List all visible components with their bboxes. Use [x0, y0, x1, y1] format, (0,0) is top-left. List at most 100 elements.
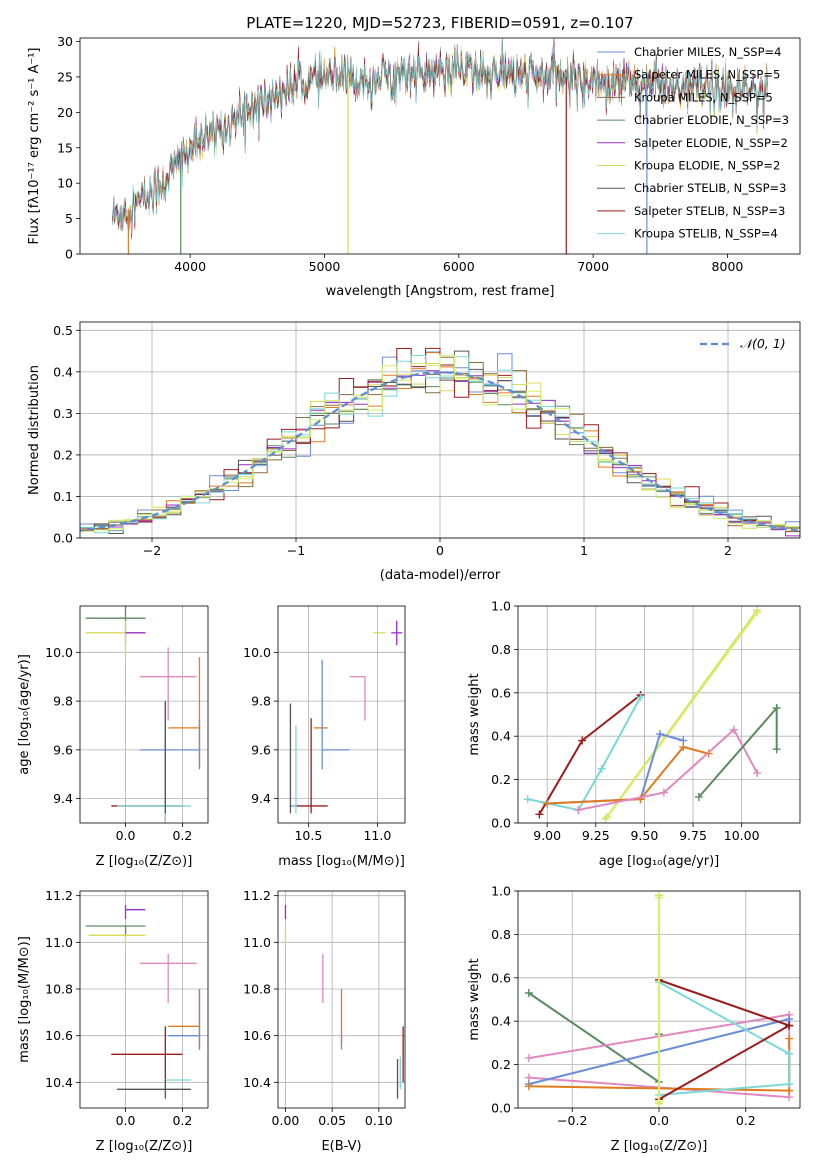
y-tick-label: 11.2 — [243, 888, 271, 903]
data-point — [111, 1026, 183, 1083]
x-tick-label: 10.5 — [294, 828, 322, 843]
weight-marker — [535, 810, 544, 819]
y-tick-label: 10 — [57, 176, 73, 191]
weight-series-5 — [658, 979, 792, 1101]
weight-marker — [574, 805, 583, 814]
y-tick-label: 9.6 — [53, 742, 73, 757]
y-axis-label: mass [log₁₀(M/M⊙)] — [17, 936, 32, 1063]
y-tick-label: 0.0 — [491, 1101, 511, 1116]
weight-marker — [655, 1097, 663, 1106]
weight-marker — [524, 1082, 533, 1091]
data-point — [139, 720, 201, 770]
y-tick-label: 0.6 — [491, 685, 511, 700]
lines-weight_vs_Z — [524, 891, 794, 1108]
weight-marker — [603, 812, 612, 821]
weight-marker — [543, 799, 552, 808]
x-tick-label: 0.0 — [116, 1113, 136, 1128]
data-point — [116, 1080, 191, 1099]
x-axis-label: Z [log₁₀(Z/Z⊙)] — [96, 854, 193, 869]
y-tick-label: 10.8 — [243, 982, 271, 997]
weight-marker — [524, 1054, 533, 1063]
x-axis-label: E(B-V) — [321, 1139, 361, 1154]
legend-entry: Chabrier STELIB, N_SSP=3 — [634, 181, 786, 195]
weight-marker — [578, 736, 587, 745]
y-tick-label: 0.2 — [491, 772, 511, 787]
data-point — [168, 989, 201, 1050]
data-point — [111, 701, 183, 823]
data-point — [290, 718, 328, 814]
weight-marker — [655, 893, 663, 902]
y-axis-label: Normed distribution — [27, 365, 42, 495]
legend-entry: Kroupa MILES, N_SSP=5 — [634, 90, 773, 104]
errorbars-age_vs_mass — [289, 620, 403, 814]
y-tick-label: 10.4 — [243, 1075, 271, 1090]
plot-frame — [79, 605, 209, 824]
y-tick-label: 10.6 — [243, 1028, 271, 1043]
lines-weight_vs_age — [523, 606, 781, 823]
x-axis-label: mass [log₁₀(M/M⊙)] — [278, 854, 405, 869]
weight-marker — [655, 730, 664, 739]
x-tick-label: 2 — [724, 543, 732, 558]
y-tick-label: 0.0 — [53, 531, 73, 546]
y-tick-label: 11.2 — [45, 888, 73, 903]
y-tick-label: 0.5 — [53, 323, 73, 338]
weight-series-4 — [658, 981, 791, 1096]
x-axis-label: (data-model)/error — [380, 568, 501, 583]
plot-frame — [79, 321, 801, 539]
weight-series-6 — [578, 728, 759, 811]
y-tick-label: 25 — [57, 69, 73, 84]
y-axis-label: mass weight — [467, 673, 482, 755]
x-tick-label: 0.05 — [318, 1113, 346, 1128]
plot-frame — [79, 37, 801, 255]
y-tick-label: 10.8 — [45, 982, 73, 997]
x-tick-label: 9.25 — [582, 828, 610, 843]
axes-mass_vs_ebv: 0.00 0.05 0.10 10.4 10.6 10.8 11.0 11.2 — [243, 888, 405, 1128]
data-point — [85, 606, 146, 643]
y-tick-label: 9.4 — [251, 791, 271, 806]
x-tick-label: 0.2 — [172, 828, 192, 843]
data-point — [321, 659, 350, 770]
data-point — [124, 905, 146, 919]
x-tick-label: 10.00 — [724, 828, 760, 843]
y-tick-label: 20 — [57, 105, 73, 120]
weight-marker — [524, 988, 533, 997]
axes-weight_vs_age: 9.00 9.25 9.50 9.75 10.00 0.0 0.2 0.4 0.6 0.8 1.0 — [491, 599, 800, 843]
weight-series-5 — [547, 745, 709, 805]
weight-series-3 — [527, 696, 642, 812]
data-point — [85, 925, 146, 936]
x-tick-label: 9.00 — [533, 828, 561, 843]
x-tick-label: 0.2 — [172, 1113, 192, 1128]
x-tick-label: 9.50 — [630, 828, 658, 843]
weight-marker — [729, 725, 738, 734]
x-tick-label: 11.0 — [363, 828, 391, 843]
y-tick-label: 10.6 — [45, 1028, 73, 1043]
legend-entry: 𝒩(0, 1) — [740, 336, 786, 351]
y-tick-label: 5 — [65, 211, 73, 226]
x-axis-label: Z [log₁₀(Z/Z⊙)] — [611, 1139, 708, 1154]
y-tick-label: 9.8 — [251, 694, 271, 709]
legend-entry: Kroupa STELIB, N_SSP=4 — [634, 227, 778, 241]
y-tick-label: 0.8 — [491, 642, 511, 657]
x-tick-label: 1 — [580, 543, 588, 558]
x-tick-label: 0.0 — [116, 828, 136, 843]
weight-marker — [636, 693, 645, 702]
weight-series-1 — [606, 611, 759, 818]
axes-age_vs_Z: 0.0 0.2 9.4 9.6 9.8 10.0 — [45, 606, 208, 843]
y-tick-label: 10.0 — [243, 645, 271, 660]
y-tick-label: 0.4 — [53, 364, 73, 379]
y-tick-label: 10.0 — [45, 645, 73, 660]
plot-frame — [277, 890, 406, 1109]
y-tick-label: 0.1 — [53, 489, 73, 504]
data-point — [88, 934, 146, 945]
weight-marker — [785, 1034, 794, 1043]
data-point — [139, 647, 197, 721]
data-point — [168, 989, 201, 1050]
data-point — [85, 620, 146, 658]
y-tick-label: 1.0 — [491, 599, 511, 614]
y-axis-label: age [log₁₀(age/yr)] — [17, 654, 32, 775]
weight-marker — [753, 608, 762, 617]
x-tick-label: 0 — [436, 543, 444, 558]
weight-marker — [772, 703, 781, 712]
spectrum-legend: Chabrier MILES, N_SSP=4 Salpeter MILES, N… — [597, 45, 789, 241]
y-axis-label: Flux [fλ10⁻¹⁷ erg cm⁻² s⁻¹ A⁻¹] — [27, 48, 42, 245]
